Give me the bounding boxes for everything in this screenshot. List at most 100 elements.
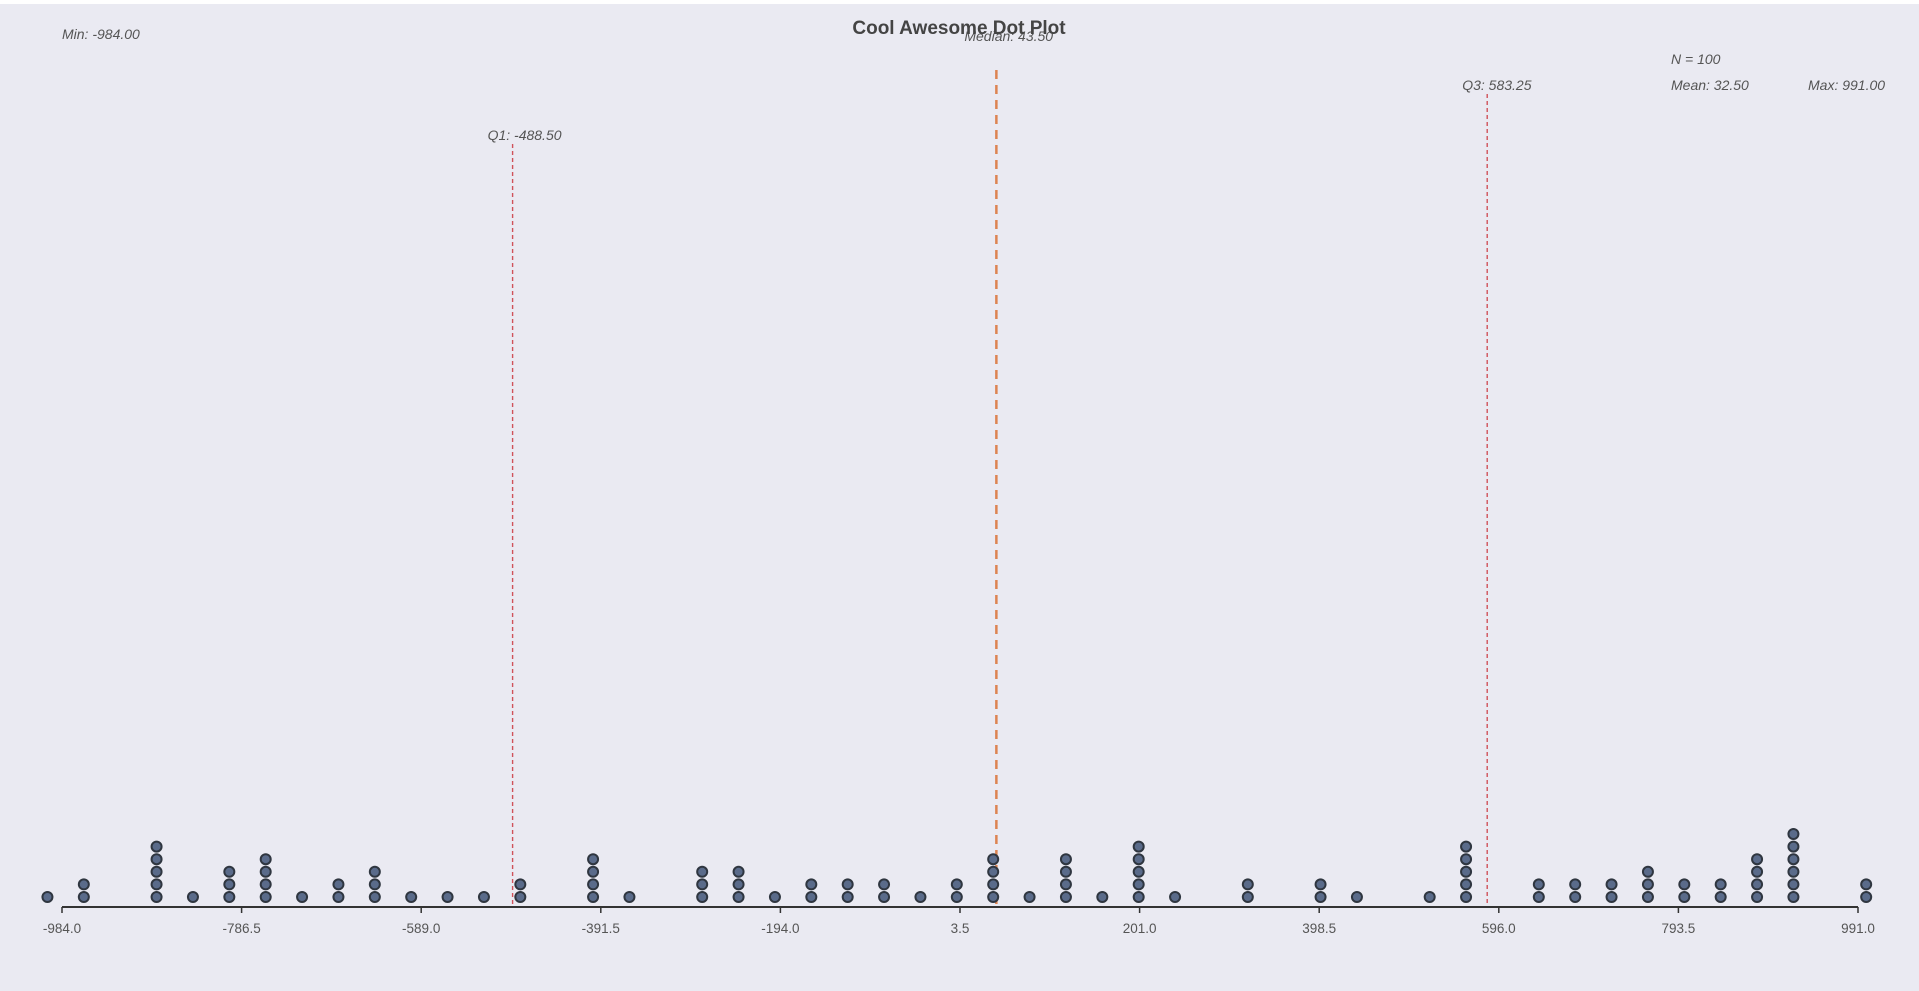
data-dot — [587, 865, 600, 878]
data-dot — [696, 891, 709, 903]
data-dot — [77, 878, 90, 891]
data-dot — [186, 891, 199, 903]
data-dot — [732, 891, 745, 903]
data-dot — [1460, 853, 1473, 866]
data-dot — [1678, 878, 1691, 891]
data-dot — [1714, 891, 1727, 903]
data-dot — [732, 878, 745, 891]
data-dot — [805, 878, 818, 891]
data-dot — [1569, 891, 1582, 903]
data-dot — [914, 891, 927, 903]
data-dot — [1350, 891, 1363, 903]
data-dot — [514, 891, 527, 903]
data-dot — [368, 891, 381, 903]
data-dot — [1460, 878, 1473, 891]
data-dot — [987, 891, 1000, 903]
data-dot — [77, 891, 90, 903]
data-dot — [1641, 878, 1654, 891]
data-dot — [623, 891, 636, 903]
data-dot — [987, 878, 1000, 891]
data-dot — [1860, 878, 1873, 891]
data-dot — [950, 891, 963, 903]
data-dot — [768, 891, 781, 903]
chart-title: Cool Awesome Dot Plot — [852, 18, 1066, 39]
data-dot — [1023, 891, 1036, 903]
data-dot — [368, 865, 381, 878]
data-dot — [1423, 891, 1436, 903]
data-dot — [1605, 891, 1618, 903]
q3-label: Q3: 583.25 — [1462, 77, 1531, 93]
data-dot — [1059, 853, 1072, 866]
stat-max: Max: 991.00 — [1808, 77, 1885, 93]
x-tick-label: -984.0 — [43, 921, 81, 936]
data-dot — [1132, 840, 1145, 853]
reference-lines: Median: 43.50 Q1: -488.50 Q3: 583.25 — [488, 28, 1532, 907]
data-dot — [1096, 891, 1109, 903]
x-tick-label: 596.0 — [1482, 921, 1516, 936]
data-dot — [332, 878, 345, 891]
x-tick-label: -194.0 — [761, 921, 799, 936]
data-dot — [1241, 891, 1254, 903]
data-dot — [1132, 891, 1145, 903]
data-dot — [259, 865, 272, 878]
data-dot — [587, 878, 600, 891]
data-dot — [477, 891, 490, 903]
dot-plot-chart: Median: 43.50 Q1: -488.50 Q3: 583.25 -984.… — [0, 4, 1919, 991]
data-dot — [332, 891, 345, 903]
data-dot — [1460, 840, 1473, 853]
data-dot — [259, 891, 272, 903]
data-dot — [587, 891, 600, 903]
x-tick-label: 201.0 — [1123, 921, 1157, 936]
q1-label: Q1: -488.50 — [488, 127, 562, 143]
data-dot — [150, 865, 163, 878]
data-dot — [1787, 865, 1800, 878]
stat-mean: Mean: 32.50 — [1671, 77, 1749, 93]
x-tick-label: 3.5 — [951, 921, 970, 936]
x-tick-label: -589.0 — [402, 921, 440, 936]
data-dot — [1569, 878, 1582, 891]
data-dot — [1787, 891, 1800, 903]
median-label: Median: 43.50 — [964, 28, 1053, 44]
data-dot — [1751, 853, 1764, 866]
data-dot — [1241, 878, 1254, 891]
x-tick-label: 793.5 — [1662, 921, 1696, 936]
data-dot — [1314, 891, 1327, 903]
data-dot — [223, 865, 236, 878]
data-dot — [987, 865, 1000, 878]
x-tick-label: -786.5 — [222, 921, 260, 936]
data-dot — [368, 878, 381, 891]
data-dot — [1678, 891, 1691, 903]
data-dot — [1059, 891, 1072, 903]
data-dot — [1460, 891, 1473, 903]
data-dot — [1751, 891, 1764, 903]
data-dot — [878, 878, 891, 891]
data-dot — [150, 853, 163, 866]
data-dot — [1532, 891, 1545, 903]
data-dot — [1860, 891, 1873, 903]
data-dot — [223, 878, 236, 891]
data-dot — [1787, 828, 1800, 840]
x-tick-label: -391.5 — [582, 921, 620, 936]
data-dot — [1751, 865, 1764, 878]
data-dot — [841, 878, 854, 891]
dot-layer — [41, 828, 1873, 903]
data-dot — [950, 878, 963, 891]
data-dot — [150, 878, 163, 891]
data-dot — [223, 891, 236, 903]
data-dot — [405, 891, 418, 903]
data-dot — [1787, 840, 1800, 853]
data-dot — [259, 853, 272, 866]
data-dot — [1532, 878, 1545, 891]
data-dot — [732, 865, 745, 878]
data-dot — [1714, 878, 1727, 891]
data-dot — [987, 853, 1000, 866]
data-dot — [587, 853, 600, 866]
data-dot — [841, 891, 854, 903]
data-dot — [1787, 853, 1800, 866]
data-dot — [805, 891, 818, 903]
data-dot — [1641, 865, 1654, 878]
data-dot — [696, 878, 709, 891]
data-dot — [441, 891, 454, 903]
data-dot — [1605, 878, 1618, 891]
data-dot — [1641, 891, 1654, 903]
